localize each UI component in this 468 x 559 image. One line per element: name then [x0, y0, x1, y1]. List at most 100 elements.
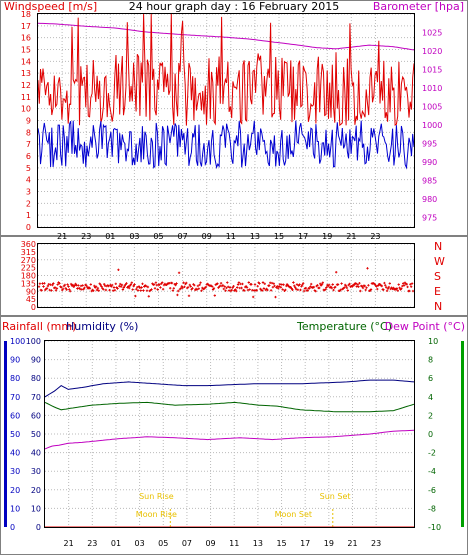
direction-point [277, 285, 281, 288]
direction-point [54, 289, 58, 292]
direction-point [241, 282, 244, 286]
wind-tick-label: 14 [21, 57, 31, 66]
direction-point [128, 286, 131, 290]
direction-point [408, 289, 411, 293]
compass-letter: E [434, 285, 441, 298]
direction-point [222, 287, 225, 291]
direction-point [253, 283, 257, 286]
direction-point [193, 284, 196, 287]
rain-tick-label: 10 [10, 504, 20, 513]
direction-point [314, 290, 317, 293]
direction-point [392, 286, 395, 290]
direction-point [161, 288, 165, 291]
wind-tick-label: 15 [21, 46, 31, 55]
direction-point [279, 286, 283, 289]
direction-point [377, 284, 380, 287]
direction-point [140, 286, 143, 289]
direction-tick-label: 0 [31, 303, 36, 312]
direction-point [110, 285, 113, 288]
direction-plot-frame [37, 243, 415, 308]
temp-tick-label: 0 [428, 430, 433, 439]
wind-tick-label: 0 [26, 223, 31, 232]
wind-x-tick-label: 19 [322, 232, 332, 241]
direction-point [302, 289, 306, 293]
barometer-tick-label: 1010 [422, 84, 442, 93]
direction-point [340, 282, 343, 285]
direction-point [64, 287, 67, 290]
direction-tick-label: 360 [21, 240, 36, 249]
direction-point [352, 283, 356, 287]
wind-plot-frame [37, 13, 415, 228]
direction-point [336, 283, 340, 286]
direction-point [175, 282, 178, 285]
direction-point [152, 283, 156, 286]
direction-point [369, 288, 373, 291]
barometer-y-label: Barometer [hpa] [373, 0, 464, 13]
direction-point [236, 286, 239, 289]
wind-x-tick-label: 01 [105, 232, 115, 241]
wind-tick-label: 3 [26, 188, 31, 197]
wind-tick-label: 1 [26, 211, 31, 220]
direction-point [53, 286, 57, 289]
direction-point [295, 283, 299, 286]
direction-point [137, 285, 141, 288]
direction-point [45, 287, 49, 290]
direction-point [240, 286, 243, 290]
direction-point [294, 287, 298, 291]
direction-tick-label: 90 [26, 287, 36, 296]
direction-point [250, 283, 253, 286]
direction-point [236, 283, 240, 286]
direction-point [290, 287, 293, 290]
direction-point [174, 283, 177, 287]
direction-point [318, 286, 321, 290]
chart-title: 24 hour graph day : 16 February 2015 [129, 0, 340, 13]
direction-point [121, 288, 125, 291]
direction-point [119, 285, 123, 288]
compass-letter: S [434, 270, 441, 283]
direction-point [359, 289, 362, 293]
wind-x-tick-label: 09 [202, 232, 212, 241]
temp-tick-label: 2 [428, 411, 433, 420]
direction-tick-label: 315 [21, 248, 36, 257]
direction-point [147, 295, 150, 298]
direction-point [89, 283, 92, 286]
temp-tick-label: 10 [428, 337, 438, 346]
rain-tick-label: 60 [10, 411, 20, 420]
direction-point [331, 283, 334, 286]
dewpoint-y-label: Dew Point (°C) [385, 320, 465, 333]
direction-point [116, 287, 119, 290]
direction-point [224, 289, 227, 292]
direction-point [409, 283, 412, 286]
direction-point [68, 288, 71, 291]
barometer-tick-label: 975 [422, 214, 437, 223]
rain-tick-label: 30 [10, 467, 20, 476]
rain-tick-label: 50 [10, 430, 20, 439]
direction-point [107, 284, 110, 288]
direction-point [133, 283, 136, 286]
direction-point [268, 284, 271, 287]
direction-point [125, 282, 128, 285]
direction-point [285, 284, 288, 288]
humidity-y-label: Humidity (%) [66, 320, 138, 333]
rain-axis-bar [4, 341, 7, 527]
direction-point [406, 285, 409, 289]
direction-point [400, 287, 403, 290]
temp-tick-label: -10 [428, 523, 441, 532]
direction-point [132, 284, 135, 288]
direction-point [74, 282, 77, 286]
direction-point [252, 295, 255, 299]
direction-point [387, 285, 391, 289]
direction-point [189, 285, 192, 288]
direction-point [42, 285, 45, 288]
barometer-tick-label: 1005 [422, 103, 442, 112]
direction-point [376, 287, 379, 291]
direction-point [158, 283, 161, 286]
direction-point [226, 281, 229, 284]
direction-point [245, 286, 249, 289]
rain-tick-label: 100 [10, 337, 25, 346]
wind-x-tick-label: 05 [153, 232, 163, 241]
direction-point [153, 287, 157, 290]
direction-point [246, 288, 250, 292]
